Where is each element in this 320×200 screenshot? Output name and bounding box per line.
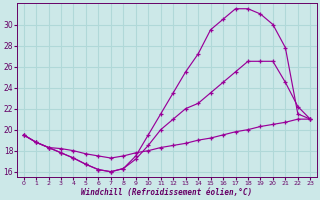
X-axis label: Windchill (Refroidissement éolien,°C): Windchill (Refroidissement éolien,°C) bbox=[81, 188, 252, 197]
